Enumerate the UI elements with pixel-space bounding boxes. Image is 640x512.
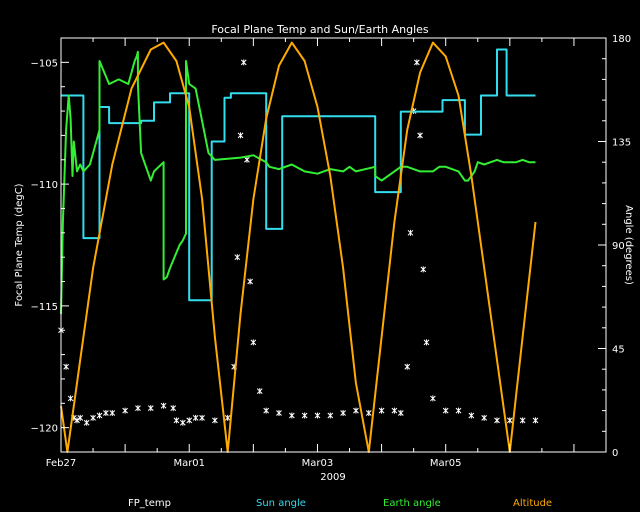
- fp-temp-point: [423, 339, 430, 346]
- fp-temp-point: [90, 414, 96, 421]
- fp-temp-point: [186, 417, 193, 424]
- fp-temp-point: [442, 407, 449, 414]
- fp-temp-point: [74, 417, 80, 424]
- fp-temp-point: [179, 419, 186, 426]
- y-left-tick-label: −115: [31, 302, 58, 313]
- fp-temp-point: [340, 410, 346, 417]
- fp-temp-point: [192, 414, 199, 421]
- y-right-tick-label: 45: [612, 345, 625, 356]
- fp-temp-point: [314, 412, 321, 419]
- legend-sun-angle: Sun angle: [256, 498, 306, 509]
- legend-fp-temp: FP_temp: [128, 498, 171, 509]
- fp-temp-point: [481, 414, 488, 421]
- fp-temp-point: [67, 395, 74, 402]
- y-right-tick-label: 135: [612, 138, 631, 149]
- fp-temp-point: [327, 412, 334, 419]
- earth-angle-line: [60, 50, 536, 315]
- fp-temp-point: [468, 412, 475, 419]
- y-left-tick-label: −120: [31, 424, 58, 435]
- chart-title: Focal Plane Temp and Sun/Earth Angles: [211, 23, 429, 36]
- fp-temp-point: [63, 363, 69, 370]
- sun-angle-line: [61, 48, 536, 302]
- fp-temp-point: [109, 410, 116, 417]
- fp-temp-point: [199, 414, 205, 421]
- fp-temp-point: [397, 410, 404, 417]
- fp-temp-point: [404, 363, 411, 370]
- fp-temp-point: [160, 402, 167, 409]
- y-axis-left-label: Focal Plane Temp (degC): [14, 183, 25, 306]
- fp-temp-point: [173, 417, 180, 424]
- fp-temp-point: [532, 417, 539, 424]
- fp-temp-point: [244, 156, 250, 163]
- fp-temp-point: [122, 407, 128, 414]
- fp-temp-point: [212, 417, 218, 424]
- fp-temp-point: [103, 410, 109, 417]
- y-right-tick-label: 180: [612, 34, 631, 45]
- fp-temp-point: [353, 407, 359, 414]
- y-right-tick-label: 0: [612, 448, 618, 459]
- fp-temp-point: [420, 266, 427, 273]
- fp-temp-point: [135, 405, 141, 412]
- fp-temp-point: [301, 412, 308, 419]
- fp-temp-point: [378, 407, 385, 414]
- fp-temp-point: [247, 278, 254, 285]
- fp-temp-point: [430, 395, 436, 402]
- x-tick-label: Mar01: [173, 458, 205, 469]
- legend-earth-angle: Earth angle: [383, 498, 441, 509]
- y-axis-right-label: Angle (degrees): [623, 205, 634, 285]
- fp-temp-point: [276, 410, 282, 417]
- fp-temp-point: [391, 407, 398, 414]
- fp-temp-point: [234, 254, 241, 261]
- y-left-tick-label: −110: [31, 180, 58, 191]
- plot-series-group: [58, 41, 539, 453]
- axis-ticks-group: Feb27 Mar01 Mar03 Mar05 −120 −115 −110 −105 0 45 9…: [31, 34, 632, 469]
- fp-temp-point: [519, 417, 526, 424]
- fp-temp-point: [237, 132, 244, 139]
- fp-temp-point: [506, 417, 513, 424]
- plot-frame: [60, 37, 607, 453]
- fp-temp-point: [170, 405, 177, 412]
- fp-temp-point: [494, 417, 500, 424]
- fp-temp-point: [256, 388, 263, 395]
- fp-temp-point: [83, 419, 90, 426]
- legend-altitude: Altitude: [513, 498, 553, 509]
- x-tick-label: Mar05: [430, 458, 462, 469]
- altitude-line: [60, 41, 537, 453]
- fp-temp-point: [250, 339, 257, 346]
- fp-temp-point: [147, 405, 154, 412]
- fp-temp-point: [455, 407, 462, 414]
- y-right-tick-label: 90: [612, 241, 625, 252]
- x-tick-label: Mar03: [302, 458, 334, 469]
- y-left-tick-label: −105: [31, 58, 58, 69]
- fp-temp-point: [77, 414, 84, 421]
- fp-temp-point: [96, 412, 103, 419]
- fp-temp-point: [240, 59, 247, 66]
- x-tick-label: Feb27: [46, 458, 76, 469]
- x-axis-label: 2009: [320, 472, 345, 483]
- fp-temp-point: [224, 414, 231, 421]
- fp-temp-point: [407, 229, 414, 236]
- fp-temp-point: [365, 410, 372, 417]
- fp-temp-point: [263, 407, 270, 414]
- fp-temp-point: [288, 412, 295, 419]
- fp-temp-point: [413, 59, 420, 66]
- fp-temp-point: [417, 132, 423, 139]
